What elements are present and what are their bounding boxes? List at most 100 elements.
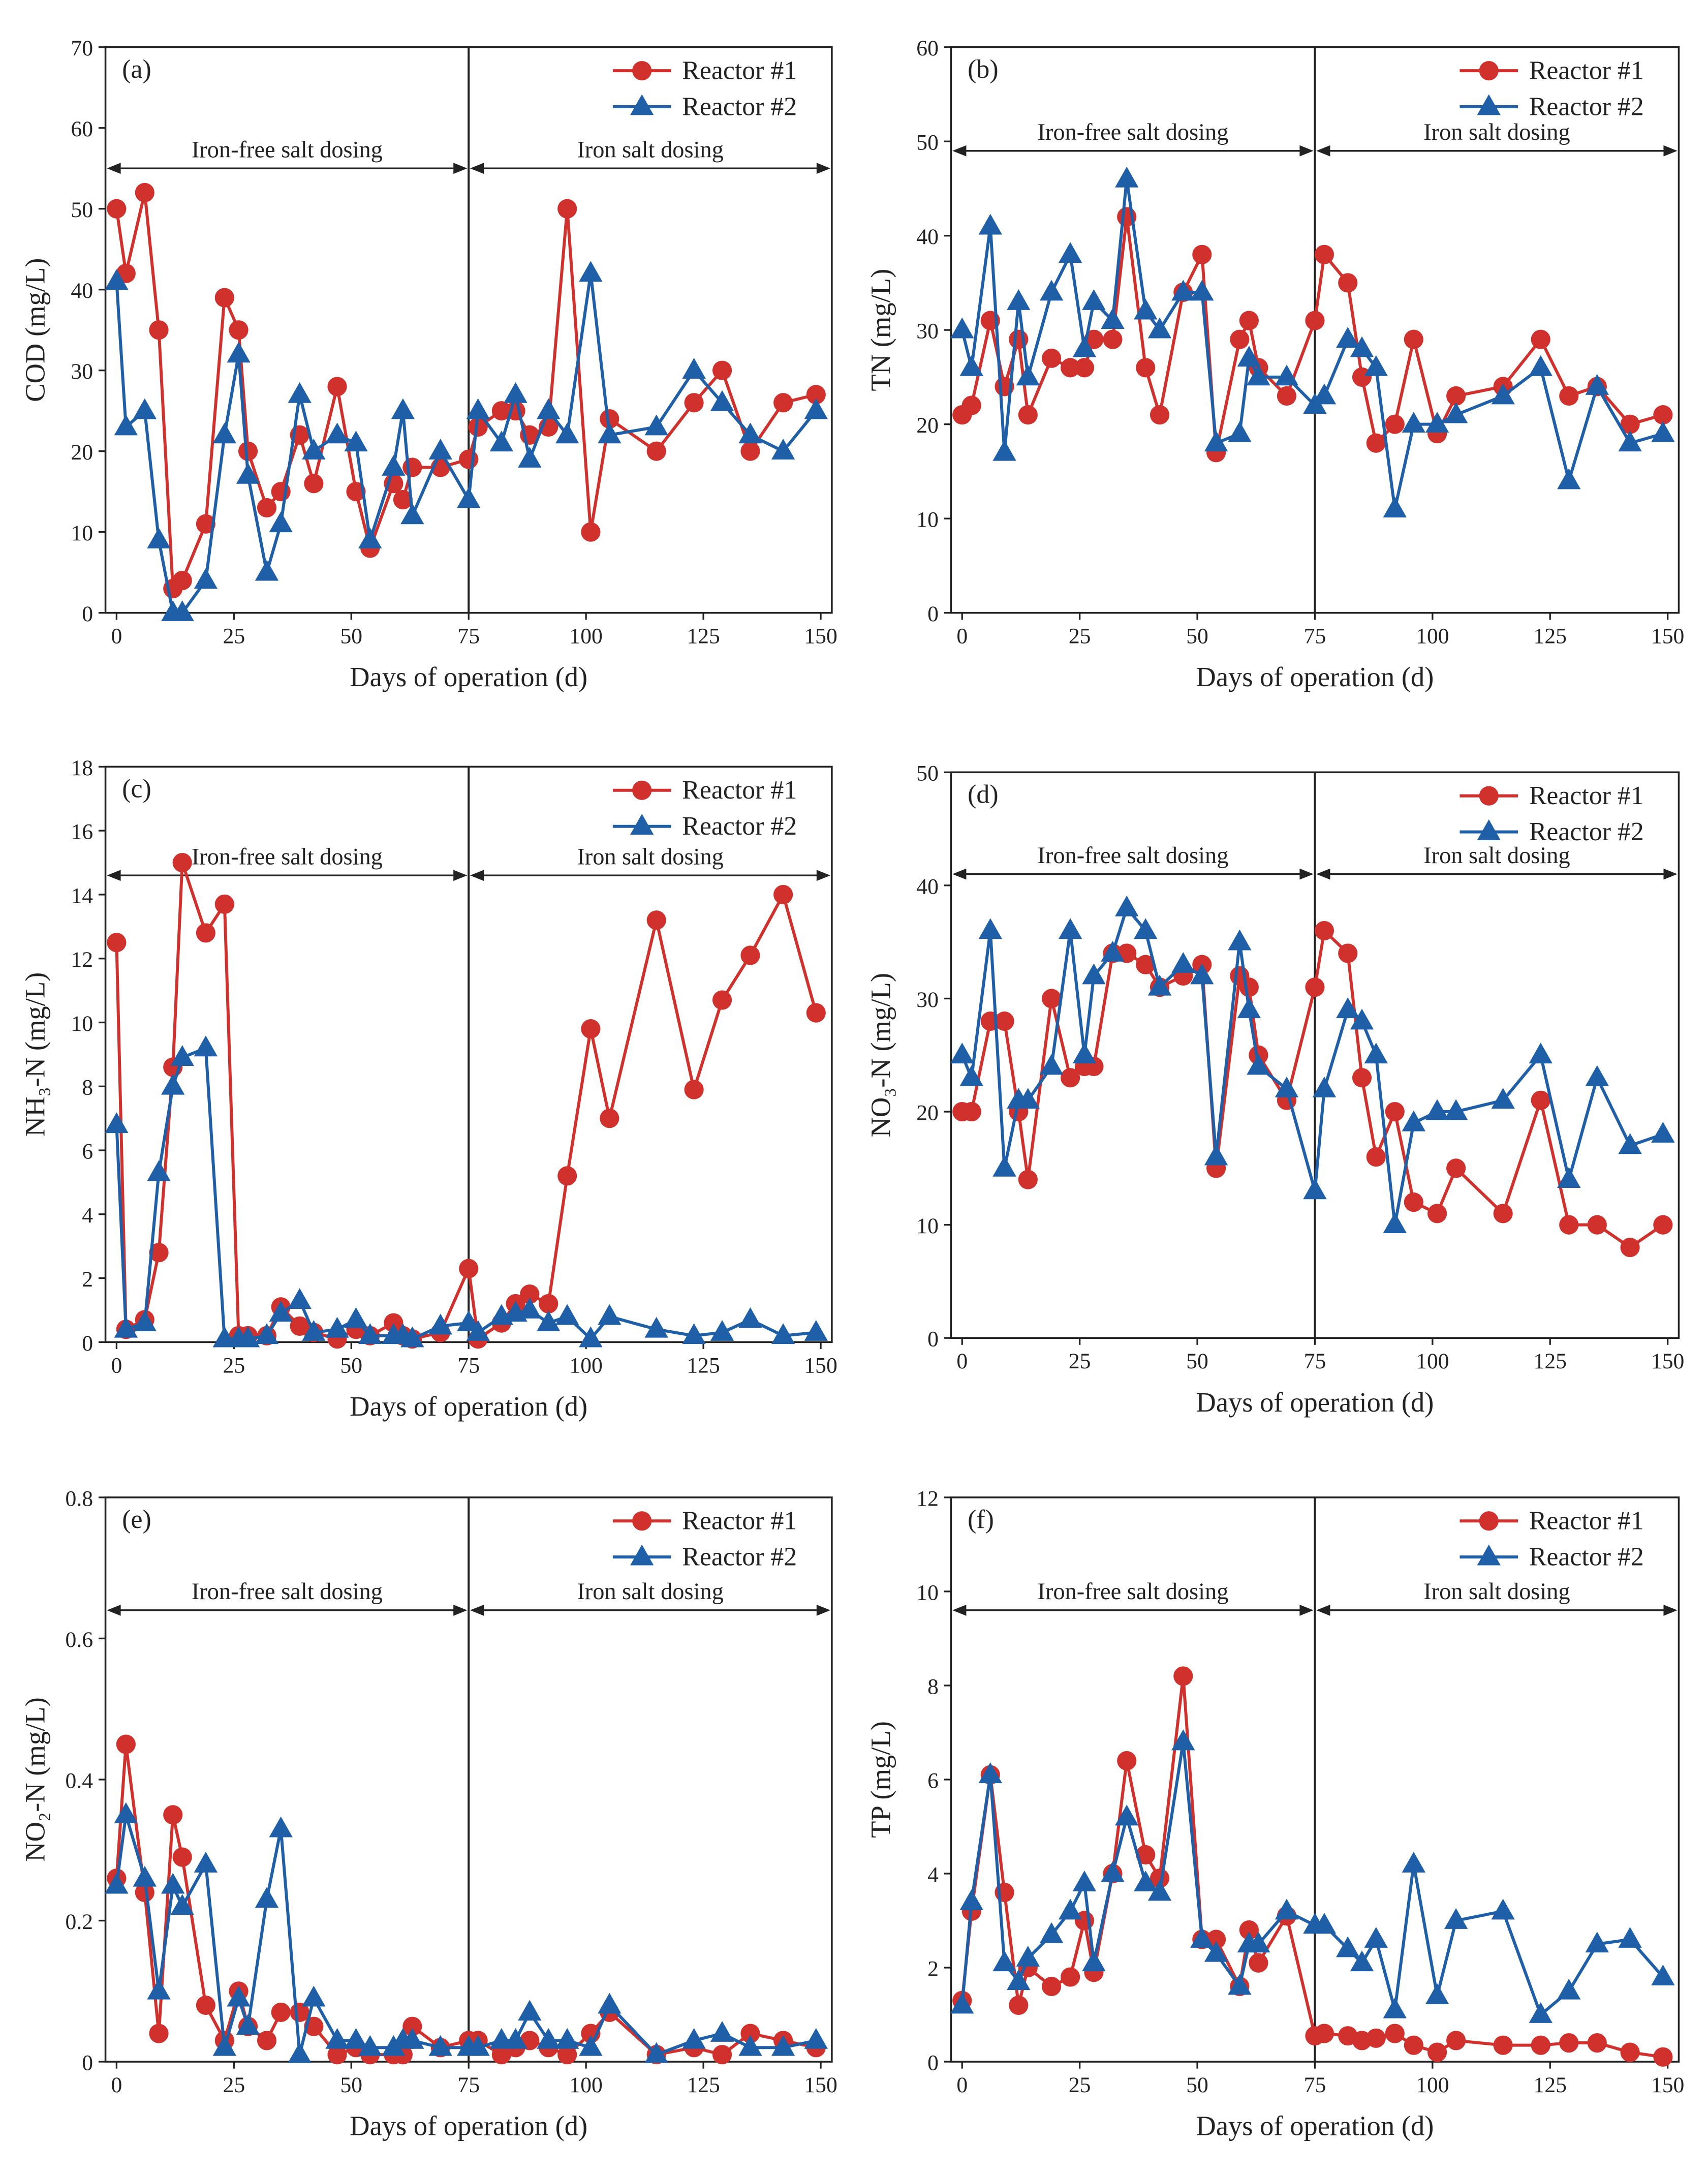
x-tick-label: 75 (1304, 2073, 1326, 2097)
data-point (107, 199, 127, 219)
data-point (255, 1887, 279, 1908)
arrow-head-right (1663, 1605, 1678, 1616)
y-tick-label: 12 (71, 947, 93, 972)
data-point (236, 1326, 260, 1348)
legend-label: Reactor #2 (1529, 92, 1644, 121)
data-point (459, 449, 479, 469)
data-point (684, 393, 704, 413)
data-point (1018, 405, 1038, 425)
x-tick-label: 25 (1069, 624, 1091, 649)
data-point (402, 2016, 422, 2036)
y-tick-label: 16 (71, 820, 93, 844)
data-point (1136, 1845, 1156, 1865)
data-point (1147, 974, 1172, 996)
panel-label: (d) (968, 780, 998, 809)
data-point (114, 1802, 138, 1823)
data-point (773, 393, 793, 413)
data-point (105, 1112, 129, 1134)
data-point (135, 1882, 154, 1903)
legend-marker-circle (632, 61, 652, 81)
data-point (149, 2024, 169, 2043)
data-point (1350, 336, 1374, 357)
x-tick-label: 0 (111, 624, 122, 649)
y-tick-label: 70 (71, 36, 93, 60)
data-point (1585, 1065, 1609, 1086)
x-tick-label: 50 (1186, 2073, 1208, 2097)
data-point (1366, 433, 1386, 453)
data-point (557, 1166, 577, 1186)
data-point (1115, 895, 1139, 916)
x-tick-label: 0 (956, 1349, 968, 1373)
data-point (1101, 308, 1125, 329)
data-point (133, 398, 157, 419)
x-tick-label: 100 (1416, 1349, 1449, 1373)
data-point (1402, 1851, 1426, 1873)
data-point (1247, 1932, 1270, 1953)
series-reactor-2 (105, 1802, 828, 2063)
data-point (1058, 1899, 1082, 1920)
y-tick-label: 20 (916, 413, 939, 438)
arrow-head-left (1316, 1605, 1330, 1616)
data-point (1190, 1926, 1214, 1948)
x-tick-label: 50 (1186, 624, 1208, 649)
legend-marker-triangle (630, 814, 654, 835)
x-tick-label: 50 (340, 2073, 362, 2097)
data-point (804, 2028, 828, 2049)
panel-label: (b) (968, 55, 998, 84)
data-point (1587, 2033, 1607, 2053)
data-point (738, 2035, 762, 2056)
data-point (1446, 386, 1466, 406)
data-point (147, 1978, 171, 2000)
panel-e: 0 25 50 75 100 125 150 0 0.2 0.4 0.6 0.8 Days of ope… (20, 1486, 837, 2141)
data-point (1228, 421, 1252, 442)
x-tick-label: 125 (687, 624, 720, 649)
data-point (466, 2035, 490, 2056)
legend-marker-circle (632, 1511, 652, 1531)
x-tick-label: 100 (1416, 624, 1449, 649)
data-point (1150, 1869, 1170, 1888)
data-point (1350, 1950, 1374, 1972)
data-point (147, 527, 171, 548)
data-point (114, 414, 138, 436)
data-point (1101, 940, 1125, 962)
series-reactor-2 (105, 261, 828, 621)
panel-a: 0 25 50 75 100 125 150 0 10 20 30 40 50 60 70 Days of o… (20, 36, 837, 692)
data-point (644, 1316, 668, 1338)
arrow-head-right (1299, 1605, 1314, 1616)
data-point (1314, 2024, 1334, 2043)
arrow-head-right (816, 870, 831, 881)
data-point (740, 2024, 760, 2043)
data-point (1585, 374, 1609, 395)
y-tick-label: 8 (82, 1076, 93, 1100)
data-point (644, 2042, 668, 2063)
data-point (172, 852, 192, 873)
data-point (1061, 1967, 1080, 1987)
y-tick-label: 30 (916, 988, 939, 1012)
data-point (1404, 329, 1423, 349)
data-point (1275, 1076, 1299, 1097)
legend-label: Reactor #2 (682, 92, 797, 121)
y-tick-label: 12 (916, 1486, 939, 1511)
series-reactor-2 (950, 166, 1675, 517)
data-point (539, 1294, 558, 1314)
x-tick-label: 0 (956, 624, 968, 649)
data-point (950, 1043, 974, 1064)
data-point (1336, 1936, 1360, 1957)
data-point (682, 1323, 706, 1344)
data-point (1305, 977, 1325, 997)
data-point (598, 1993, 622, 2014)
x-tick-label: 25 (223, 624, 245, 649)
data-point (1101, 1861, 1125, 1882)
data-point (1042, 989, 1062, 1008)
data-point (1385, 2024, 1405, 2043)
y-tick-label: 0 (927, 1327, 939, 1352)
data-point (1531, 1090, 1550, 1110)
data-point (773, 884, 793, 905)
data-point (1072, 1043, 1097, 1064)
data-point (172, 1847, 192, 1867)
data-point (428, 2035, 452, 2056)
data-point (1559, 2033, 1579, 2053)
data-point (161, 1074, 185, 1095)
annotation-iron: Iron salt dosing (577, 137, 723, 163)
arrow-head-right (816, 1605, 831, 1616)
